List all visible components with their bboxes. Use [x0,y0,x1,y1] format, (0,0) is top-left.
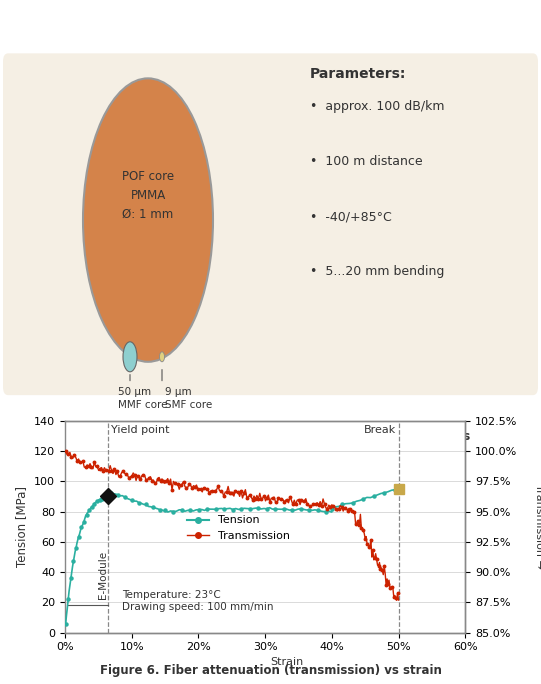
Text: Parameters:: Parameters: [310,67,406,81]
Ellipse shape [83,79,213,362]
Text: SMF core: SMF core [165,400,212,410]
Text: •  5...20 mm bending: • 5...20 mm bending [310,265,444,278]
Text: Figure 5. Dimension of POF compared to glass optical fibers: Figure 5. Dimension of POF compared to g… [71,430,471,443]
Text: E-Module: E-Module [98,551,108,599]
Text: Strain: Strain [270,657,303,667]
Text: MMF core: MMF core [118,400,168,410]
Text: •  -40/+85°C: • -40/+85°C [310,210,392,223]
Ellipse shape [160,352,164,362]
Y-axis label: Tension [MPa]: Tension [MPa] [16,486,29,567]
Y-axis label: Transmission →: Transmission → [534,484,541,569]
Text: 9 μm: 9 μm [165,386,192,397]
Text: Temperature: 23°C
Drawing speed: 100 mm/min: Temperature: 23°C Drawing speed: 100 mm/… [122,590,273,612]
Legend: Tension, Transmission: Tension, Transmission [182,511,294,545]
Text: POF core
PMMA
Ø: 1 mm: POF core PMMA Ø: 1 mm [122,170,174,220]
Text: Yield point: Yield point [111,425,169,435]
Text: Break: Break [364,425,396,435]
Text: Figure 6. Fiber attenuation (transmission) vs strain: Figure 6. Fiber attenuation (transmissio… [100,664,441,677]
FancyBboxPatch shape [3,53,538,395]
Text: 50 μm: 50 μm [118,386,151,397]
Text: •  approx. 100 dB/km: • approx. 100 dB/km [310,100,445,113]
Text: •  100 m distance: • 100 m distance [310,155,423,168]
Ellipse shape [123,342,137,372]
